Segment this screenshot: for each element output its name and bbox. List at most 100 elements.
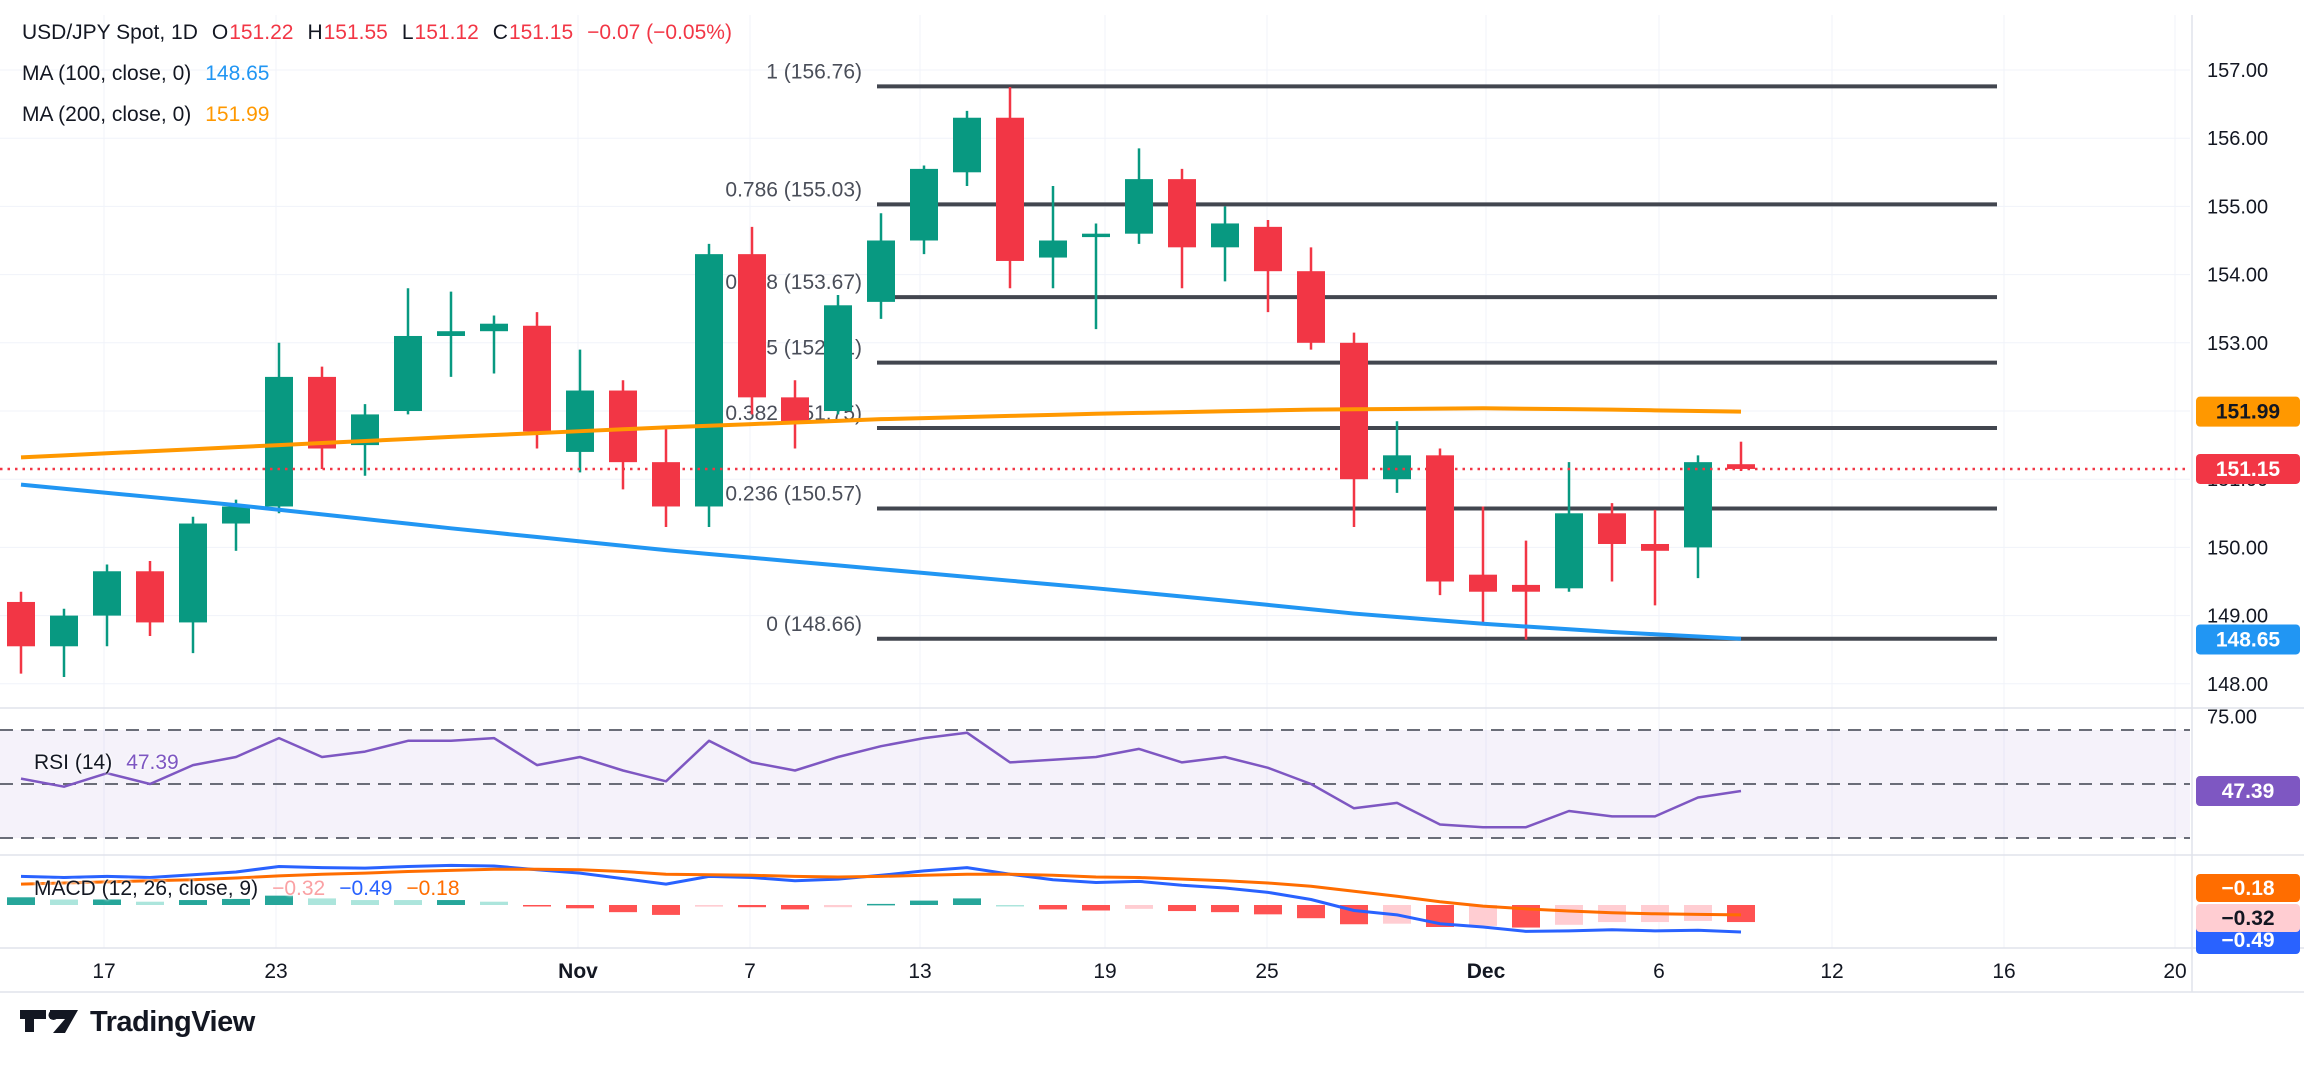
price-tick-label: 157.00 (2207, 60, 2268, 82)
svg-text:−0.49: −0.49 (2221, 929, 2274, 952)
macd-hist-bar (50, 899, 78, 905)
candle[interactable] (609, 380, 637, 490)
fib-label: 0 (148.66) (766, 613, 862, 636)
ma200-legend[interactable]: MA (200, close, 0) 151.99 (22, 103, 269, 127)
candle[interactable] (1340, 332, 1368, 527)
macd-hist-bar (1039, 905, 1067, 910)
macd-hist-bar (781, 905, 809, 910)
candle[interactable] (566, 349, 594, 473)
ma200-value: 151.99 (205, 103, 270, 126)
candle[interactable] (1082, 223, 1110, 330)
candle[interactable] (1211, 206, 1239, 282)
candle[interactable] (1125, 148, 1153, 244)
macd-hist-bar (480, 901, 508, 905)
candle[interactable] (1598, 503, 1626, 582)
macd-hist-bar (609, 905, 637, 913)
ohlc-open: O 151.22 (211, 21, 294, 44)
candle[interactable] (480, 315, 508, 374)
fib-label: 0.786 (155.03) (725, 178, 862, 201)
candle[interactable] (222, 499, 250, 551)
macd-signal-line[interactable] (20, 867, 1742, 917)
candle[interactable] (996, 87, 1024, 289)
candles-layer[interactable] (7, 87, 1755, 677)
candle[interactable] (1684, 455, 1712, 579)
time-tick-label: 23 (264, 960, 287, 983)
candle[interactable] (1254, 220, 1282, 313)
price-axis[interactable]: 157.00156.00155.00154.00153.00152.00151.… (2196, 60, 2300, 954)
candle[interactable] (867, 213, 895, 319)
macd-hist-bar (738, 905, 766, 908)
ma200-line[interactable] (20, 406, 1742, 460)
macd-signal-badge: −0.18 (2196, 874, 2300, 902)
rsi-line[interactable] (20, 731, 1742, 829)
ma100-line[interactable] (20, 482, 1742, 641)
candle[interactable] (1039, 185, 1067, 289)
rsi-legend[interactable]: RSI (14) 47.39 (34, 751, 179, 775)
macd-hist-bar (867, 903, 895, 906)
candle[interactable] (1512, 540, 1540, 640)
candle[interactable] (1555, 462, 1583, 592)
fib-label: 1 (156.76) (766, 60, 862, 83)
time-tick-label: 20 (2163, 960, 2186, 983)
candle[interactable] (738, 226, 766, 415)
macd-hist-bar (1168, 905, 1196, 912)
candle[interactable] (1641, 509, 1669, 606)
candle[interactable] (824, 295, 852, 415)
macd-hist-bar (351, 900, 379, 905)
rsi-badge: 47.39 (2196, 776, 2300, 807)
macd-layer[interactable] (7, 863, 1755, 934)
ma100-label: MA (100, close, 0) (22, 62, 192, 85)
macd-hist-bar (93, 899, 121, 905)
time-axis[interactable]: 17 23 Nov 7 13 19 25 Dec 6 12 16 20 (92, 960, 2186, 983)
candle[interactable] (953, 110, 981, 186)
candle[interactable] (652, 428, 680, 527)
macd-hist-badge: −0.32 (2196, 904, 2300, 932)
ohlc-high: H 151.55 (307, 21, 388, 44)
ma100-badge: 148.65 (2196, 624, 2300, 655)
price-tick-label: 153.00 (2207, 333, 2268, 355)
candle[interactable] (910, 165, 938, 255)
time-tick-label: Dec (1467, 960, 1506, 983)
svg-text:148.65: 148.65 (2216, 628, 2281, 651)
candle[interactable] (50, 608, 78, 677)
svg-text:−0.32: −0.32 (2221, 907, 2274, 930)
ma200-label: MA (200, close, 0) (22, 103, 192, 126)
time-tick-label: 6 (1653, 960, 1665, 983)
candle[interactable] (695, 243, 723, 527)
time-tick-label: Nov (558, 960, 598, 983)
candle[interactable] (179, 516, 207, 654)
macd-legend[interactable]: MACD (12, 26, close, 9) −0.32 −0.49 −0.1… (34, 877, 460, 901)
candle[interactable] (437, 291, 465, 377)
candle[interactable] (1383, 421, 1411, 493)
price-tick-label: 150.00 (2207, 537, 2268, 559)
candle[interactable] (1297, 247, 1325, 350)
macd-hist-bar (523, 905, 551, 907)
time-tick-label: 7 (744, 960, 756, 983)
candle[interactable] (1426, 448, 1454, 596)
candle[interactable] (1469, 506, 1497, 623)
candle[interactable] (1168, 168, 1196, 289)
candle[interactable] (523, 312, 551, 449)
candle[interactable] (781, 380, 809, 449)
macd-hist-bar (910, 900, 938, 905)
candle[interactable] (308, 366, 336, 469)
macd-hist-bar (996, 905, 1024, 907)
tradingview-logo[interactable]: TradingView (20, 1006, 255, 1039)
candle[interactable] (265, 342, 293, 514)
symbol-title[interactable]: USD/JPY Spot, 1D (22, 21, 198, 44)
macd-hist-bar (1297, 905, 1325, 919)
rsi-value: 47.39 (126, 751, 179, 774)
candle[interactable] (136, 561, 164, 637)
candle[interactable] (93, 564, 121, 647)
ma100-legend[interactable]: MA (100, close, 0) 148.65 (22, 62, 269, 86)
candle[interactable] (394, 288, 422, 415)
symbol-legend[interactable]: USD/JPY Spot, 1D O 151.22 H 151.55 L 151.12… (22, 21, 732, 45)
candle[interactable] (7, 591, 35, 674)
macd-line-value: −0.49 (339, 877, 393, 900)
rsi-band (0, 729, 2190, 839)
macd-hist-bar (695, 905, 723, 907)
panel-separators (0, 15, 2304, 993)
macd-hist-bar (1254, 905, 1282, 915)
candle[interactable] (1727, 441, 1755, 472)
